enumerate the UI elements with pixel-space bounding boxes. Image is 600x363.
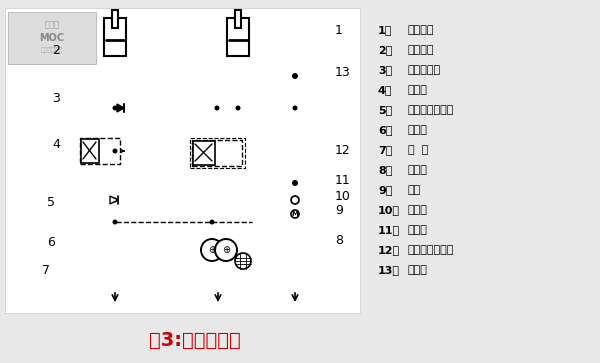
Bar (8, 12, 96, 64)
Text: 3: 3 (52, 91, 60, 105)
Circle shape (113, 148, 118, 154)
Text: 单向阀: 单向阀 (408, 225, 428, 235)
Text: MOC: MOC (40, 33, 65, 43)
Circle shape (235, 253, 251, 269)
Text: 4: 4 (52, 139, 60, 151)
Text: 图3:液压原理图: 图3:液压原理图 (149, 330, 241, 350)
Text: 溢流阀: 溢流阀 (408, 205, 428, 215)
Text: 2: 2 (52, 44, 60, 57)
Polygon shape (110, 196, 118, 204)
Text: 13: 13 (335, 65, 351, 78)
Bar (235, 10, 241, 28)
Text: 13．: 13． (378, 265, 400, 275)
Text: 单向阀: 单向阀 (408, 265, 428, 275)
Text: 5．: 5． (378, 105, 392, 115)
Circle shape (292, 180, 298, 186)
Text: 搭板油缸: 搭板油缸 (408, 45, 434, 55)
Text: 6: 6 (47, 237, 55, 249)
Text: 释放单向阀: 释放单向阀 (408, 65, 441, 75)
Bar (81, 139, 99, 163)
Circle shape (235, 106, 241, 110)
Circle shape (113, 220, 118, 224)
Text: 7．: 7． (378, 145, 392, 155)
Text: 1．: 1． (378, 25, 392, 35)
Circle shape (201, 239, 223, 261)
Bar (193, 141, 215, 165)
Text: 电机: 电机 (408, 185, 421, 195)
Text: 油  箱: 油 箱 (408, 145, 428, 155)
Text: 9．: 9． (378, 185, 392, 195)
Text: 牛机械: 牛机械 (44, 20, 59, 29)
Circle shape (215, 106, 220, 110)
Polygon shape (117, 104, 124, 112)
Circle shape (113, 106, 118, 110)
Text: 6．: 6． (378, 125, 392, 135)
Circle shape (293, 106, 298, 110)
Text: 8．: 8． (378, 165, 392, 175)
Text: 4．: 4． (378, 85, 392, 95)
Text: M: M (292, 211, 298, 217)
Text: 7: 7 (42, 264, 50, 277)
Bar (104, 18, 126, 56)
Text: 12: 12 (335, 143, 351, 156)
Circle shape (291, 210, 299, 218)
Text: 11: 11 (335, 174, 351, 187)
Bar (190, 138, 245, 168)
Text: 顺序阀: 顺序阀 (408, 85, 428, 95)
Text: 过滤网: 过滤网 (408, 165, 428, 175)
Circle shape (113, 197, 118, 203)
Text: 齿轮泵: 齿轮泵 (408, 125, 428, 135)
Text: 引导操作止逆阀: 引导操作止逆阀 (408, 105, 454, 115)
Text: 10．: 10． (378, 205, 400, 215)
Circle shape (215, 239, 237, 261)
Circle shape (292, 73, 298, 79)
Text: 10: 10 (335, 189, 351, 203)
Text: 5: 5 (47, 196, 55, 209)
Bar (227, 18, 249, 56)
Text: 专业装载平台: 专业装载平台 (41, 47, 63, 53)
Text: 9: 9 (335, 204, 343, 217)
Bar (80, 138, 120, 164)
Text: ⊕: ⊕ (208, 245, 216, 255)
Text: 3．: 3． (378, 65, 392, 75)
Text: 往复＜梭动＞阀: 往复＜梭动＞阀 (408, 245, 454, 255)
Text: ⊕: ⊕ (222, 245, 230, 255)
Text: 8: 8 (335, 234, 343, 248)
Text: 升板油缸: 升板油缸 (408, 25, 434, 35)
Circle shape (209, 220, 215, 224)
Bar (112, 10, 118, 28)
Bar (5, 8, 360, 313)
Text: 12．: 12． (378, 245, 400, 255)
Text: 11．: 11． (378, 225, 400, 235)
Text: 2．: 2． (378, 45, 392, 55)
Bar (192, 140, 242, 166)
Text: 1: 1 (335, 24, 343, 37)
